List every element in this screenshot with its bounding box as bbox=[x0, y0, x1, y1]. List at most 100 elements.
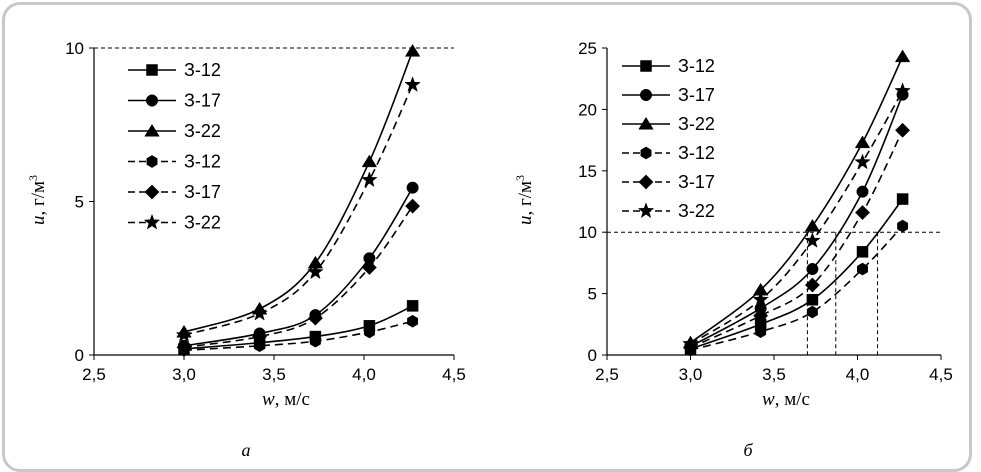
legend-marker-square bbox=[640, 60, 652, 72]
y-tick-label: 25 bbox=[578, 39, 597, 58]
data-point-hexagon bbox=[254, 339, 266, 353]
legend-entry: З-22 bbox=[678, 114, 715, 134]
data-point-hexagon bbox=[309, 334, 321, 348]
series-line bbox=[183, 50, 414, 333]
y-tick-label: 0 bbox=[75, 346, 84, 365]
x-tick-label: 4,5 bbox=[442, 365, 466, 384]
panel-label: б bbox=[743, 440, 753, 460]
legend-marker-diamond bbox=[144, 184, 160, 200]
data-point-star bbox=[682, 335, 699, 352]
legend-marker-diamond bbox=[638, 174, 654, 190]
y-tick-label: 10 bbox=[65, 39, 84, 58]
legend-entry: З-17 bbox=[678, 172, 715, 192]
data-point-star bbox=[804, 232, 821, 248]
legend-marker-hexagon bbox=[640, 146, 652, 160]
legend-marker-triangle bbox=[144, 123, 160, 137]
data-point-triangle bbox=[361, 154, 378, 168]
legend-entry: З-12 bbox=[678, 143, 715, 163]
series-line bbox=[690, 56, 904, 344]
data-point-diamond bbox=[307, 310, 323, 326]
y-tick-label: 0 bbox=[588, 346, 597, 365]
x-tick-label: 4,0 bbox=[846, 365, 870, 384]
x-tick-label: 2,5 bbox=[595, 365, 619, 384]
legend-entry: З-17 bbox=[678, 85, 715, 105]
data-point-star bbox=[404, 76, 421, 92]
y-axis-label: u, г/м3 bbox=[26, 175, 49, 225]
series-line bbox=[690, 225, 904, 351]
data-point-triangle bbox=[894, 49, 911, 63]
data-point-star bbox=[251, 304, 268, 321]
x-tick-label: 3,0 bbox=[172, 365, 196, 384]
data-point-star bbox=[307, 263, 324, 280]
data-point-circle bbox=[406, 181, 419, 194]
chart-panel-b: 2,5 3,0 3,5 4,0 4,5 0 5 10 15 20 25 w, м/с u, г/м3 б З… bbox=[513, 39, 953, 460]
legend-entry: З-22 bbox=[678, 201, 715, 221]
legend-entry: З-22 bbox=[184, 213, 221, 233]
legend-marker-star bbox=[143, 213, 161, 230]
data-point-hexagon bbox=[363, 325, 375, 339]
legend-entry: З-12 bbox=[184, 152, 221, 172]
data-point-triangle bbox=[854, 135, 871, 149]
data-point-square bbox=[896, 193, 909, 205]
series-line bbox=[690, 198, 904, 350]
data-point-triangle bbox=[804, 218, 821, 232]
data-point-diamond bbox=[405, 198, 421, 214]
data-point-square bbox=[806, 293, 819, 306]
x-tick-label: 3,0 bbox=[679, 365, 703, 384]
data-point-triangle bbox=[404, 43, 421, 57]
y-tick-label: 15 bbox=[578, 162, 597, 181]
y-tick-label: 20 bbox=[578, 100, 597, 119]
series-line bbox=[183, 305, 413, 350]
data-point-square bbox=[856, 246, 869, 258]
x-tick-label: 3,5 bbox=[262, 365, 286, 384]
legend-entry: З-12 bbox=[184, 60, 221, 80]
data-point-diamond bbox=[895, 122, 911, 138]
y-axis-label: u, г/м3 bbox=[513, 175, 536, 225]
x-tick-label: 4,0 bbox=[352, 365, 376, 384]
legend-marker-hexagon bbox=[146, 155, 158, 168]
series-line bbox=[690, 90, 904, 345]
legend-entry: З-17 bbox=[184, 91, 221, 111]
y-tick-label: 5 bbox=[75, 193, 84, 212]
data-point-square bbox=[406, 300, 419, 312]
legend-marker-circle bbox=[145, 94, 159, 107]
data-point-diamond bbox=[252, 329, 268, 345]
legend: З-12 З-17 З-22 З-12 З-17 З-22 bbox=[622, 56, 715, 221]
legend: З-12 З-17 З-22 З-12 З-17 З-22 bbox=[128, 60, 221, 233]
data-point-star bbox=[175, 326, 193, 343]
legend-entry: З-17 bbox=[184, 182, 221, 202]
x-tick-label: 2,5 bbox=[82, 365, 106, 384]
x-tick-label: 3,5 bbox=[762, 365, 786, 384]
data-point-star bbox=[854, 153, 871, 170]
data-point-star bbox=[752, 291, 769, 307]
y-tick-label: 10 bbox=[578, 223, 597, 242]
legend-marker-star bbox=[637, 202, 655, 219]
data-point-hexagon bbox=[806, 305, 818, 319]
legend-entry: З-12 bbox=[678, 56, 715, 76]
data-point-hexagon bbox=[755, 325, 767, 338]
data-point-hexagon bbox=[857, 262, 868, 276]
series-line bbox=[690, 129, 904, 349]
legend-entry: З-22 bbox=[184, 121, 221, 141]
data-point-diamond bbox=[361, 260, 377, 276]
data-point-diamond bbox=[176, 339, 192, 355]
x-axis-label: w, м/с bbox=[762, 389, 810, 410]
data-point-diamond bbox=[804, 277, 820, 293]
data-point-star bbox=[361, 171, 378, 188]
data-point-diamond bbox=[855, 205, 871, 221]
legend-marker-triangle bbox=[638, 116, 654, 130]
legend-marker-circle bbox=[639, 88, 653, 102]
panel-label: а bbox=[242, 440, 251, 460]
x-axis-label: w, м/с bbox=[262, 389, 310, 410]
x-tick-label: 4,5 bbox=[929, 365, 953, 384]
y-tick-label: 5 bbox=[588, 285, 597, 304]
data-point-hexagon bbox=[407, 314, 419, 328]
data-point-hexagon bbox=[897, 219, 909, 233]
data-point-star bbox=[894, 82, 911, 98]
series-line bbox=[183, 84, 414, 336]
data-point-circle bbox=[806, 263, 819, 276]
data-point-diamond bbox=[753, 308, 769, 324]
legend-marker-square bbox=[146, 64, 158, 76]
